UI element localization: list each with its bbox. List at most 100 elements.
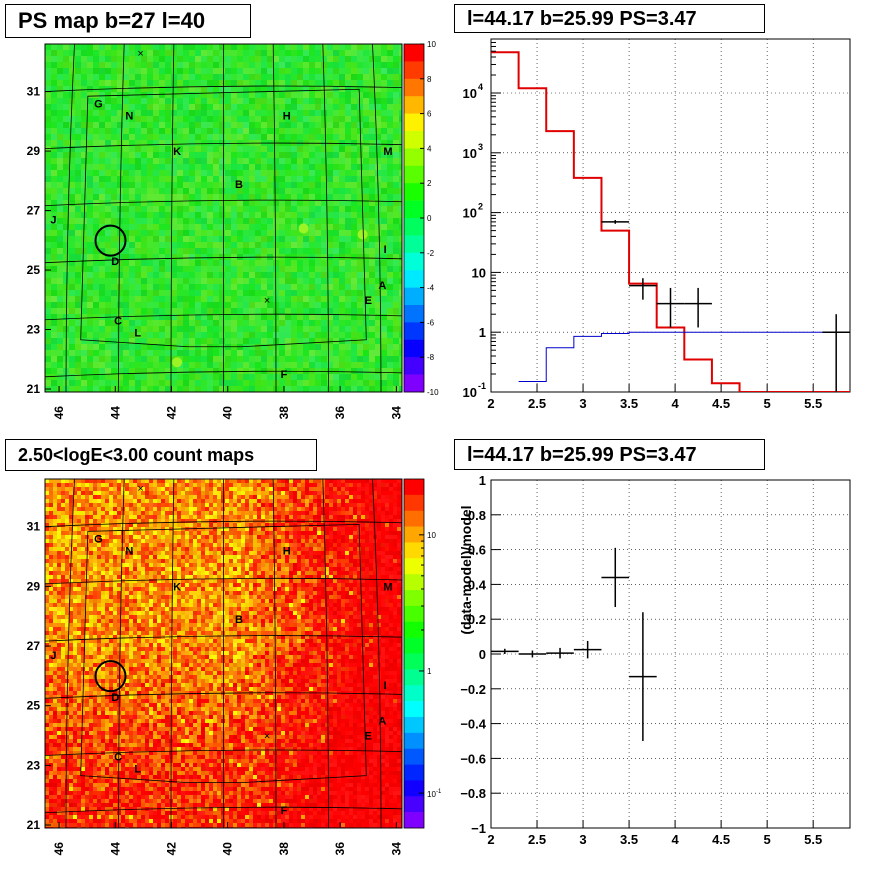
map-pixel [351,224,358,231]
colorbar-tick-label: -6 [427,318,435,327]
map-pixel [381,368,388,375]
map-pixel [213,80,220,87]
map-pixel [237,320,244,327]
map-pixel [261,308,268,315]
map-pixel [77,511,82,516]
map-pixel [57,146,64,153]
map-pixel [157,487,162,492]
cross-marker: × [137,48,143,60]
map-pixel [51,104,58,111]
map-pixel [159,56,166,63]
map-pixel [291,338,298,345]
map-pixel [237,350,244,357]
map-pixel [159,140,166,147]
map-pixel [255,146,262,153]
map-pixel [117,98,124,105]
map-pixel [389,523,394,528]
map-pixel [255,260,262,267]
map-pixel [243,380,250,387]
map-pixel [357,266,364,273]
map-pixel [87,260,94,267]
map-pixel [339,386,346,392]
map-pixel [123,86,130,93]
map-pixel [111,158,118,165]
map-pixel [357,296,364,303]
map-pixel [381,272,388,279]
map-pixel [177,519,182,524]
map-pixel [147,62,154,69]
map-pixel [303,242,310,249]
map-pixel [93,314,100,321]
map-pixel [177,104,184,111]
map-pixel [75,296,82,303]
map-pixel [333,230,340,237]
map-pixel [63,80,70,87]
map-pixel [291,134,298,141]
map-pixel [165,158,172,165]
map-pixel [93,212,100,219]
map-pixel [249,74,256,81]
map-pixel [245,495,250,500]
map-pixel [207,278,214,285]
map-pixel [51,164,58,171]
map-pixel [381,503,386,508]
map-pixel [387,332,394,339]
map-pixel [105,164,112,171]
map-pixel [125,483,130,488]
map-pixel [375,98,382,105]
map-pixel [315,134,322,141]
map-pixel [387,206,394,213]
map-pixel [157,479,162,484]
map-pixel [375,62,382,69]
map-pixel [317,487,322,492]
map-pixel [213,284,220,291]
map-pixel [237,332,244,339]
map-pixel [165,44,172,51]
map-pixel [231,200,238,207]
map-pixel [243,194,250,201]
map-pixel [207,326,214,333]
map-pixel [231,380,238,387]
map-pixel [321,164,328,171]
map-pixel [285,386,292,392]
map-pixel [225,491,230,496]
map-pixel [237,206,244,213]
y-tick-label: 10 [463,206,477,221]
map-pixel [137,479,142,484]
map-pixel [165,242,172,249]
map-pixel [77,479,82,484]
map-pixel [327,386,334,392]
map-pixel [165,104,172,111]
map-pixel [147,206,154,213]
map-pixel [141,62,148,69]
map-pixel [297,128,304,135]
map-pixel [141,284,148,291]
map-pixel [305,495,310,500]
map-pixel [181,487,186,492]
map-pixel [185,491,190,496]
map-pixel [77,519,82,524]
map-pixel [315,128,322,135]
map-pixel [205,507,210,512]
map-pixel [141,230,148,237]
map-pixel [45,152,52,159]
map-pixel [267,194,274,201]
map-pixel [333,515,338,520]
map-pixel [201,503,206,508]
map-pixel [93,495,98,500]
map-pixel [399,134,402,141]
map-pixel [135,368,142,375]
map-pixel [45,236,52,243]
map-pixel [279,110,286,117]
map-pixel [303,266,310,273]
map-pixel [303,290,310,297]
map-pixel [261,523,266,528]
map-pixel [381,116,388,123]
map-pixel [365,495,370,500]
map-pixel [399,128,402,135]
map-pixel [171,242,178,249]
map-pixel [207,230,214,237]
map-pixel [123,356,130,363]
map-pixel [333,314,340,321]
map-pixel [111,380,118,387]
